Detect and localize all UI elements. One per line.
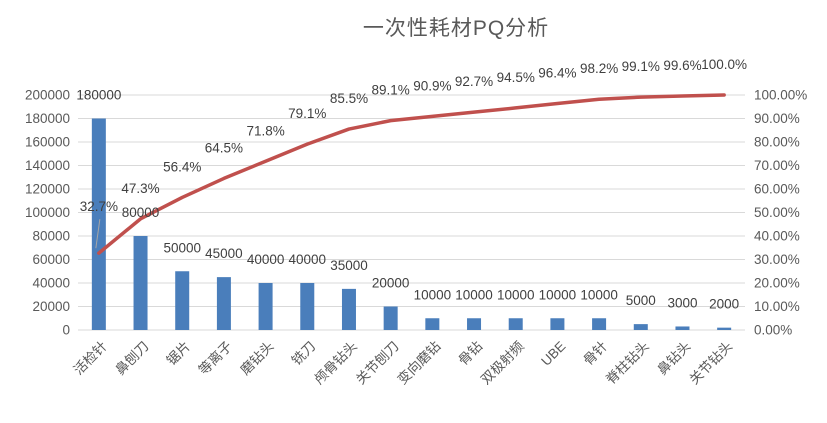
x-axis-category-label: 颅骨钻头 bbox=[311, 339, 360, 388]
bar-value-label: 10000 bbox=[539, 287, 577, 302]
bar-关节刨刀 bbox=[383, 306, 398, 330]
label-leader-line bbox=[95, 219, 101, 249]
x-axis-category-label: 关节钻头 bbox=[686, 339, 735, 388]
x-axis-category-label: 磨钻头 bbox=[237, 339, 276, 378]
value-axis-tick-label: 140000 bbox=[25, 158, 70, 173]
value-axis-tick-label: 80000 bbox=[32, 229, 70, 244]
value-axis-tick-label: 180000 bbox=[25, 111, 70, 126]
bar-value-label: 10000 bbox=[497, 287, 535, 302]
percent-axis-tick-label: 20.00% bbox=[754, 276, 800, 291]
x-axis-category-label: 鼻钻头 bbox=[654, 338, 694, 378]
percent-axis-tick-label: 60.00% bbox=[754, 182, 800, 197]
x-axis-category-label: 活检针 bbox=[71, 339, 110, 378]
value-axis-tick-label: 200000 bbox=[25, 88, 70, 103]
bar-value-label: 3000 bbox=[667, 295, 697, 310]
bar-骨钻 bbox=[467, 318, 482, 330]
percent-axis-tick-label: 0.00% bbox=[754, 323, 792, 338]
value-axis-tick-label: 0 bbox=[62, 323, 70, 338]
value-axis-tick-label: 20000 bbox=[32, 299, 70, 314]
x-axis-category-label: 骨钻 bbox=[455, 339, 485, 369]
value-axis-tick-label: 160000 bbox=[25, 135, 70, 150]
cumulative-percent-label: 89.1% bbox=[372, 83, 410, 98]
bar-value-label: 40000 bbox=[247, 252, 285, 267]
x-axis-category-label: 锯片 bbox=[164, 339, 194, 369]
cumulative-percent-line bbox=[97, 93, 726, 255]
cumulative-percent-label: 85.5% bbox=[330, 91, 368, 106]
bar-value-label: 40000 bbox=[289, 252, 327, 267]
cumulative-percent-label: 96.4% bbox=[538, 65, 576, 80]
cumulative-percent-label: 99.6% bbox=[663, 58, 701, 73]
x-axis-category-label: 等离子 bbox=[195, 338, 235, 378]
bar-value-label: 50000 bbox=[163, 240, 201, 255]
percent-axis-tick-label: 80.00% bbox=[754, 135, 800, 150]
bar-value-label: 20000 bbox=[372, 276, 410, 291]
cumulative-percent-label: 100.0% bbox=[701, 57, 747, 72]
bar-双极射频 bbox=[508, 318, 523, 330]
bar-颅骨钻头 bbox=[341, 288, 356, 330]
bar-value-label: 5000 bbox=[626, 293, 656, 308]
bar-变向磨钻 bbox=[425, 318, 440, 330]
bar-锯片 bbox=[175, 271, 190, 330]
cumulative-percent-label: 94.5% bbox=[497, 70, 535, 85]
chart-title: 一次性耗材PQ分析 bbox=[362, 17, 550, 40]
bar-等离子 bbox=[216, 277, 231, 330]
percent-axis-tick-label: 50.00% bbox=[754, 205, 800, 220]
cumulative-percent-label: 90.9% bbox=[413, 78, 451, 93]
cumulative-percent-label: 92.7% bbox=[455, 74, 493, 89]
cumulative-percent-label: 79.1% bbox=[288, 106, 326, 121]
bar-磨钻头 bbox=[258, 283, 273, 330]
cumulative-percent-label: 64.5% bbox=[205, 140, 243, 155]
x-axis-category-label: UBE bbox=[538, 339, 568, 369]
x-axis-category-label: 关节刨刀 bbox=[353, 339, 402, 388]
bar-value-label: 35000 bbox=[330, 258, 368, 273]
bar-鼻刨刀 bbox=[133, 236, 148, 330]
x-axis-category-label: 双极射频 bbox=[478, 338, 527, 387]
cumulative-percent-label: 98.2% bbox=[580, 61, 618, 76]
value-axis-tick-label: 100000 bbox=[25, 205, 70, 220]
bar-value-label: 180000 bbox=[76, 88, 121, 103]
value-axis-tick-label: 40000 bbox=[32, 276, 70, 291]
percent-axis-tick-label: 30.00% bbox=[754, 252, 800, 267]
value-axis-tick-label: 120000 bbox=[25, 182, 70, 197]
bar-value-label: 45000 bbox=[205, 246, 243, 261]
percent-axis-tick-label: 40.00% bbox=[754, 229, 800, 244]
bar-value-label: 10000 bbox=[455, 287, 493, 302]
cumulative-percent-label: 47.3% bbox=[121, 181, 159, 196]
value-axis-tick-label: 60000 bbox=[32, 252, 70, 267]
x-axis-category-label: 变向磨钻 bbox=[395, 339, 444, 388]
percent-axis-tick-label: 100.00% bbox=[754, 88, 807, 103]
bar-UBE bbox=[550, 318, 565, 330]
x-axis-category-label: 骨针 bbox=[581, 339, 611, 369]
cumulative-percent-label: 71.8% bbox=[246, 123, 284, 138]
bar-骨针 bbox=[592, 318, 607, 330]
percent-axis-tick-label: 90.00% bbox=[754, 111, 800, 126]
bar-脊柱钻头 bbox=[633, 324, 648, 330]
bar-value-label: 80000 bbox=[122, 205, 160, 220]
bar-value-label: 10000 bbox=[580, 287, 618, 302]
bar-铣刀 bbox=[300, 283, 315, 330]
percent-axis-tick-label: 10.00% bbox=[754, 299, 800, 314]
cumulative-percent-label: 99.1% bbox=[622, 59, 660, 74]
x-axis-category-label: 铣刀 bbox=[289, 339, 319, 369]
percent-axis-tick-label: 70.00% bbox=[754, 158, 800, 173]
bar-value-label: 2000 bbox=[709, 297, 739, 312]
cumulative-percent-label: 32.7% bbox=[80, 199, 118, 214]
x-axis-category-label: 脊柱钻头 bbox=[603, 339, 652, 388]
bar-鼻钻头 bbox=[675, 326, 690, 330]
bar-value-label: 10000 bbox=[414, 287, 452, 302]
bar-关节钻头 bbox=[717, 327, 732, 330]
x-axis-category-label: 鼻刨刀 bbox=[112, 338, 152, 378]
cumulative-percent-label: 56.4% bbox=[163, 159, 201, 174]
